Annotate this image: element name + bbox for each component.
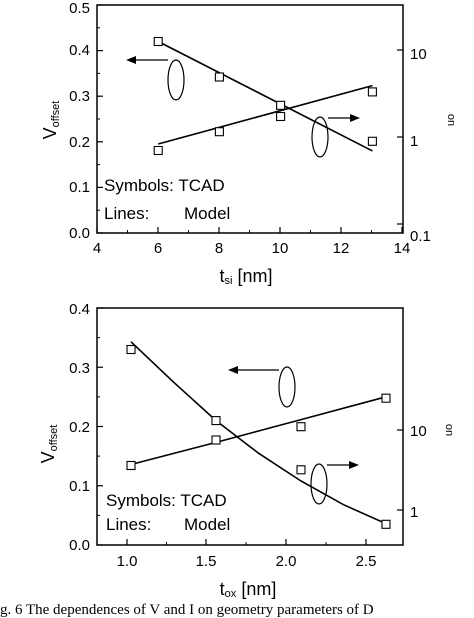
bottom-ytick-left-label: 0.3 [69,360,90,377]
top-tcad-point-right [214,127,224,137]
top-tcad-point-left [276,100,286,110]
top-lines-value: Model [184,204,230,223]
top-symbols-note: Symbols: TCAD [104,176,225,195]
top-ytick-left-label: 0.2 [69,134,90,151]
bottom-ytick-left-label: 0.0 [69,537,90,554]
bottom-x-axis-label: tox [nm] [220,579,277,600]
top-model-line-right [157,84,373,145]
top-xtick-label: 10 [272,240,289,257]
bottom-axis-ticks [97,307,403,546]
bottom-left-arrow-head [228,366,238,374]
top-tcad-point-right [367,87,377,97]
bottom-data-marks [126,341,391,529]
top-xtick-label: 12 [333,240,350,257]
top-ytick-left-label: 0.4 [69,42,90,59]
top-ytick-right-label: 10 [410,46,427,63]
bottom-tcad-point-right [296,422,306,432]
bottom-tcad-point-right [211,435,221,445]
bottom-model-line-left [130,341,387,525]
top-data-marks [153,36,377,156]
top-ytick-right-label: 1 [410,133,418,150]
top-tcad-point-left [214,72,224,82]
bottom-tcad-point-left [126,344,136,355]
bottom-ytick-right-label: 1 [410,504,418,521]
top-left-series-ellipse [167,59,185,101]
top-panel: 4 6 8 10 12 14 0.0 0.1 0.2 0.3 0.4 0.5 0… [40,0,457,287]
bottom-y-right-axis-label: on [443,424,455,436]
top-x-axis-label: tsi [nm] [220,266,273,287]
bottom-symbols-note: Symbols: TCAD [106,491,227,510]
top-lines-note: Lines: [104,204,149,223]
bottom-ytick-left-label: 0.4 [69,301,90,318]
bottom-xtick-label: 2.5 [356,553,377,570]
top-ytick-right-label: 0.1 [410,228,431,245]
top-right-series-ellipse [311,116,329,158]
top-left-arrow-head [126,56,136,64]
bottom-left-series-ellipse [278,366,296,408]
bottom-xtick-label: 1.0 [117,553,138,570]
top-xtick-label: 6 [154,240,162,257]
top-ytick-left-label: 0.5 [69,0,90,17]
top-tcad-point-left [153,36,163,47]
top-tcad-point-right [276,111,286,122]
bottom-tcad-point-right [126,460,136,471]
bottom-model-line-right [130,396,387,466]
bottom-tcad-point-left [381,519,391,529]
top-model-line-left [157,40,373,152]
top-xtick-label: 4 [93,240,101,257]
bottom-lines-value: Model [184,515,230,534]
bottom-tcad-point-right [381,393,391,403]
top-tcad-point-left [367,136,377,146]
top-y-left-axis-label: Voffset [40,101,62,140]
bottom-tcad-point-left [211,416,221,426]
bottom-lines-note: Lines: [106,515,151,534]
top-right-arrow-head [350,114,360,122]
bottom-right-arrow-head [349,461,359,469]
bottom-right-series-ellipse [310,463,328,505]
top-y-right-axis-label: on [445,114,457,126]
top-xtick-label: 14 [394,240,411,257]
bottom-panel: 1.0 1.5 2.0 2.5 0.0 0.1 0.2 0.3 0.4 1 10… [38,301,455,600]
bottom-ytick-right-label: 10 [410,423,427,440]
top-ytick-left-label: 0.0 [69,225,90,242]
bottom-ytick-left-label: 0.1 [69,478,90,495]
bottom-xtick-label: 1.5 [196,553,217,570]
bottom-tcad-point-left [296,465,306,475]
top-ytick-left-label: 0.1 [69,179,90,196]
top-tcad-point-right [153,145,163,156]
top-xtick-label: 8 [215,240,223,257]
bottom-y-left-axis-label: Voffset [38,425,60,464]
bottom-ytick-left-label: 0.2 [69,419,90,436]
figure-caption: g. 6 The dependences of V and I on geome… [0,602,374,618]
top-ytick-left-label: 0.3 [69,88,90,105]
top-axis-ticks [96,4,403,234]
bottom-xtick-label: 2.0 [276,553,297,570]
